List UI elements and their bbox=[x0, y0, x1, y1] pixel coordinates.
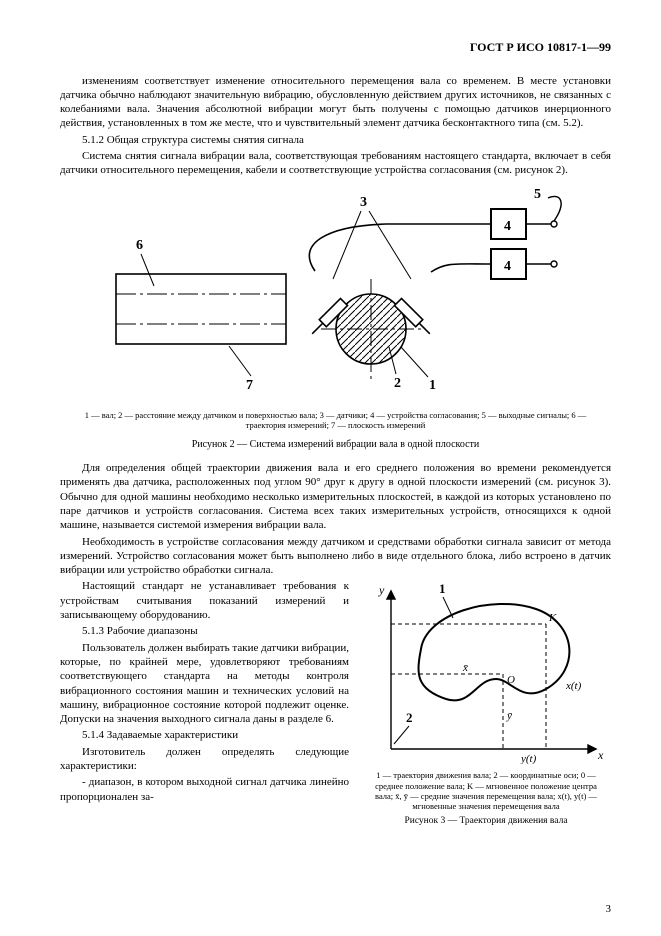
label-6: 6 bbox=[136, 238, 154, 286]
page-number: 3 bbox=[606, 902, 612, 916]
para-11: - диапазон, в котором выходной сигнал да… bbox=[60, 775, 349, 804]
page: ГОСТ Р ИСО 10817-1—99 изменениям соответ… bbox=[0, 0, 661, 936]
trajectory-path bbox=[419, 604, 570, 700]
outputs-5: 5 bbox=[526, 187, 561, 267]
para-9: 5.1.4 Задаваемые характеристики bbox=[60, 728, 349, 742]
svg-text:2: 2 bbox=[394, 376, 401, 391]
doc-header: ГОСТ Р ИСО 10817-1—99 bbox=[60, 40, 611, 56]
shaft-block bbox=[116, 274, 286, 344]
label-7: 7 bbox=[229, 346, 253, 393]
col-text: Настоящий стандарт не устанавливает треб… bbox=[60, 579, 349, 837]
svg-text:3: 3 bbox=[360, 195, 367, 210]
label-1: 1 bbox=[401, 347, 436, 393]
figure-2-title: Рисунок 2 — Система измерений вибрации в… bbox=[60, 438, 611, 451]
diagram-trajectory: y x O K 1 bbox=[361, 579, 611, 764]
para-7: 5.1.3 Рабочие диапазоны bbox=[60, 624, 349, 638]
fig3-label-1: 1 bbox=[439, 581, 453, 618]
para-4: Для определения общей траектории движени… bbox=[60, 461, 611, 532]
col-figure-3: y x O K 1 bbox=[361, 579, 611, 837]
label-xbar: x̄ bbox=[462, 662, 468, 674]
para-8: Пользователь должен выбирать такие датчи… bbox=[60, 641, 349, 727]
para-5: Необходимость в устройстве согласования … bbox=[60, 535, 611, 578]
svg-text:7: 7 bbox=[246, 378, 253, 393]
label-K: K bbox=[548, 612, 557, 624]
label-xt: x(t) bbox=[565, 680, 582, 692]
label-3: 3 bbox=[333, 195, 411, 279]
para-10: Изготовитель должен определять следующие… bbox=[60, 745, 349, 774]
cables bbox=[309, 224, 491, 272]
shaft-cross-section bbox=[321, 279, 421, 379]
ref-lines bbox=[391, 624, 546, 749]
axis-x-label: x bbox=[597, 748, 604, 762]
label-yt: y(t) bbox=[520, 753, 537, 764]
svg-text:6: 6 bbox=[136, 238, 143, 253]
svg-text:1: 1 bbox=[429, 378, 436, 393]
para-6: Настоящий стандарт не устанавливает треб… bbox=[60, 579, 349, 622]
figure-2: 6 7 bbox=[60, 184, 611, 404]
para-3: Система снятия сигнала вибрации вала, со… bbox=[60, 149, 611, 178]
label-O: O bbox=[507, 674, 515, 686]
svg-text:4: 4 bbox=[504, 219, 511, 234]
two-column-block: Настоящий стандарт не устанавливает треб… bbox=[60, 579, 611, 837]
figure-3-title: Рисунок 3 — Траектория движения вала bbox=[361, 815, 611, 827]
fig3-label-2: 2 bbox=[394, 710, 413, 744]
svg-text:5: 5 bbox=[534, 187, 541, 202]
svg-text:2: 2 bbox=[406, 710, 413, 725]
para-1: изменениям соответствует изменение относ… bbox=[60, 74, 611, 131]
boxes-4: 4 4 bbox=[491, 209, 526, 279]
figure-2-legend: 1 — вал; 2 — расстояние между датчиком и… bbox=[80, 410, 591, 430]
axis-y-label: y bbox=[378, 583, 385, 597]
svg-text:4: 4 bbox=[504, 259, 511, 274]
para-2: 5.1.2 Общая структура системы снятия сиг… bbox=[60, 133, 611, 147]
svg-text:1: 1 bbox=[439, 581, 446, 596]
diagram-measurement-system: 6 7 bbox=[96, 184, 576, 404]
label-ybar: ȳ bbox=[506, 710, 513, 722]
figure-3-legend: 1 — траектория движения вала; 2 — коорди… bbox=[365, 770, 607, 811]
